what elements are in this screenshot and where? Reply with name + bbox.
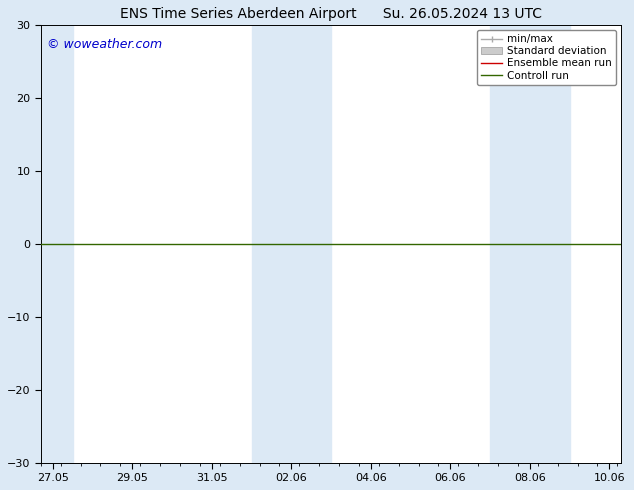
Text: © woweather.com: © woweather.com [47,38,162,51]
Bar [490,25,570,463]
Title: ENS Time Series Aberdeen Airport      Su. 26.05.2024 13 UTC: ENS Time Series Aberdeen Airport Su. 26.… [120,7,542,21]
Bar [41,25,73,463]
Legend: min/max, Standard deviation, Ensemble mean run, Controll run: min/max, Standard deviation, Ensemble me… [477,30,616,85]
Bar [252,25,331,463]
